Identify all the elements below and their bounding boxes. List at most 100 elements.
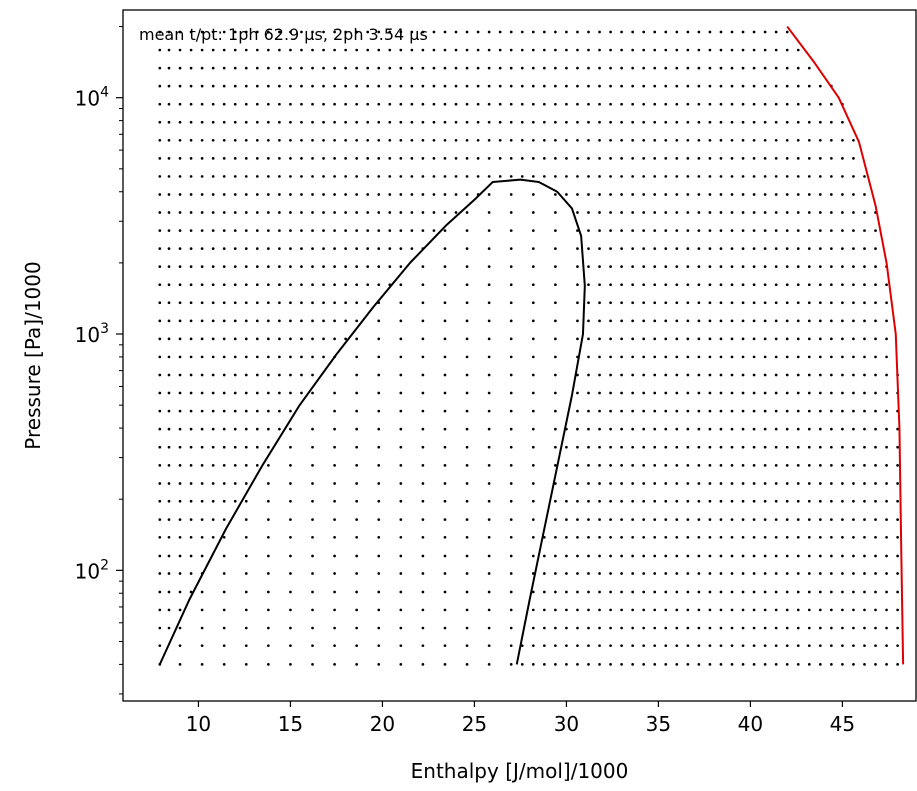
data-point [675,391,679,395]
data-point [885,301,888,305]
data-point [289,626,292,630]
data-point [885,283,888,287]
data-point [531,102,535,106]
data-point [267,120,270,124]
data-point [841,247,844,250]
data-point [631,319,635,323]
data-point [620,229,623,232]
data-point [399,355,403,359]
data-point [642,193,646,196]
data-point [476,157,480,160]
data-point [200,102,204,106]
data-point [267,482,270,485]
data-point [178,120,182,124]
data-point [730,30,734,34]
data-point [785,663,789,666]
data-point [554,590,557,594]
data-point [730,319,734,323]
data-point [852,608,855,612]
data-point [167,175,171,178]
data-point [509,427,513,431]
data-point [752,283,756,287]
data-point [432,48,436,52]
data-point [158,572,162,575]
data-point [311,482,314,485]
data-point [664,319,668,323]
data-point [432,84,436,88]
data-point [807,102,811,106]
data-point [697,283,701,287]
data-point [874,409,877,413]
data-point [752,120,756,124]
data-point [322,265,325,268]
data-point [487,84,491,88]
data-point [211,265,215,268]
data-point [708,409,712,413]
data-point [554,120,557,124]
data-point [807,157,811,160]
data-point [167,211,171,214]
data-point [333,138,336,142]
data-point [487,355,491,359]
data-point [830,175,833,178]
data-point [719,626,723,630]
data-point [830,535,833,539]
data-point [399,193,403,196]
data-point [796,535,800,539]
data-point [576,427,579,431]
data-point [189,120,193,124]
data-point [576,644,579,648]
data-point [520,663,524,666]
data-point [841,427,844,431]
data-point [818,499,822,503]
data-point [708,157,712,160]
data-point [178,572,182,575]
data-point [333,229,336,232]
data-point [620,445,623,449]
data-point [863,590,866,594]
data-point [211,247,215,250]
data-point [189,102,193,106]
data-point [333,663,336,666]
data-point [796,427,800,431]
data-point [344,247,347,250]
data-point [158,626,162,630]
data-point [774,535,778,539]
data-point [509,247,513,250]
data-point [222,138,226,142]
data-point [830,482,833,485]
data-point [355,193,359,196]
data-point [885,373,888,377]
data-point [158,30,162,34]
data-point [244,66,248,70]
data-point [333,518,336,521]
data-point [377,499,381,503]
data-point [609,499,612,503]
data-point [686,663,690,666]
data-point [211,301,215,305]
data-point [554,175,557,178]
data-point [554,391,557,395]
data-point [565,30,568,34]
data-point [520,157,524,160]
data-point [167,337,171,341]
data-point [741,193,745,196]
data-point [598,608,601,612]
data-point [708,265,712,268]
data-point [289,120,292,124]
data-point [158,229,162,232]
data-point [355,211,359,214]
data-point [487,427,491,431]
data-point [675,138,679,142]
data-point [697,66,701,70]
data-point [741,301,745,305]
data-point [896,445,899,449]
data-point [509,157,513,160]
data-point [289,391,292,395]
data-point [785,120,789,124]
data-point [509,337,513,341]
data-point [554,66,557,70]
data-point [509,120,513,124]
data-point [377,30,381,34]
data-point [686,482,690,485]
